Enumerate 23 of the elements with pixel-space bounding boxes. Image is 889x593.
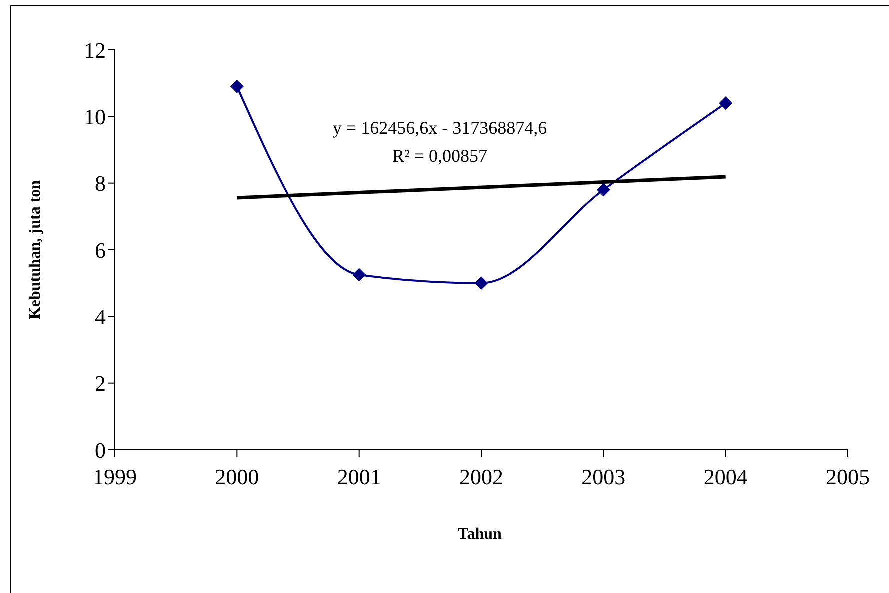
y-tick-label: 2 bbox=[95, 371, 106, 396]
annotation: y = 162456,6x - 317368874,6 bbox=[332, 117, 548, 140]
x-tick-label: 2002 bbox=[460, 464, 504, 490]
y-tick-label: 12 bbox=[84, 38, 106, 63]
annotation: R² = 0,00857 bbox=[391, 145, 489, 168]
x-tick-label: 2003 bbox=[582, 464, 626, 490]
y-tick-label: 4 bbox=[95, 304, 106, 330]
y-tick-label: 0 bbox=[95, 438, 106, 463]
point bbox=[719, 96, 732, 110]
y-tick-label: 10 bbox=[84, 104, 106, 130]
point bbox=[230, 80, 244, 94]
point bbox=[475, 276, 488, 290]
x-tick-label: 2004 bbox=[704, 464, 748, 490]
x-tick-label: 2000 bbox=[215, 464, 260, 490]
y-axis-title: Kebutuhan, juta ton bbox=[27, 180, 45, 320]
x-axis-title: Tahun bbox=[457, 526, 503, 544]
y-tick-label: 8 bbox=[95, 171, 106, 196]
y-tick-label: 6 bbox=[95, 238, 106, 263]
x-tick-label: 2005 bbox=[826, 464, 870, 490]
x-tick-label: 1999 bbox=[93, 464, 137, 490]
point bbox=[352, 268, 366, 282]
x-tick-label: 2001 bbox=[337, 464, 382, 490]
point bbox=[597, 184, 610, 196]
